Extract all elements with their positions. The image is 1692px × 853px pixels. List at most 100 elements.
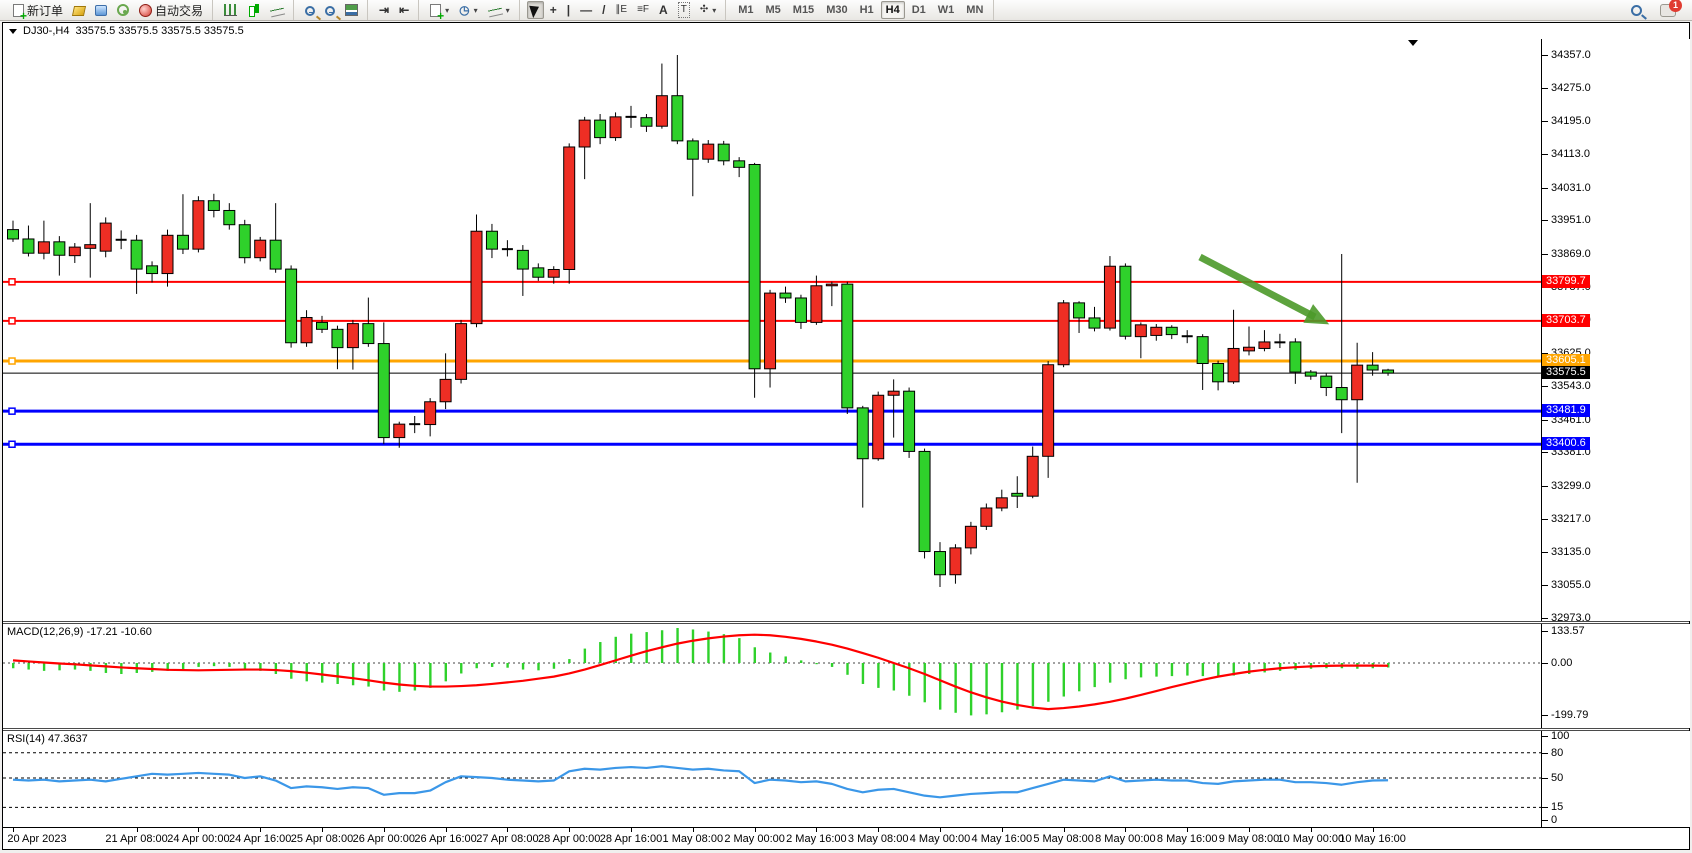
macd-pane[interactable] (3, 624, 1541, 728)
timeframe-button-m30[interactable]: M30 (826, 4, 848, 16)
macd-signal-line (12, 633, 1389, 711)
timeframe-button-h1[interactable]: H1 (859, 4, 874, 16)
macd-histogram-bar (537, 663, 540, 671)
macd-histogram-bar (1062, 663, 1065, 697)
timeframe-button-m15[interactable]: M15 (792, 4, 815, 16)
axis-tick-label: 34275.0 (1551, 82, 1591, 95)
bar-chart-button[interactable] (220, 1, 241, 19)
macd-histogram-bar (444, 663, 447, 682)
new-chart-dropdown[interactable]: ▾ (426, 1, 453, 21)
vertical-line-tool-button[interactable]: | (563, 1, 574, 19)
macd-histogram-bar (830, 663, 834, 667)
notifications-button[interactable]: 1 (1656, 0, 1682, 19)
macd-histogram-bar (1047, 663, 1050, 702)
timeframe-button-d1[interactable]: D1 (911, 4, 926, 16)
price-axis[interactable]: 34357.0 34275.0 34195.0 34113.0 34031.0 33951… (1541, 39, 1690, 624)
arrows-tool-dropdown[interactable]: ✣ ▾ (696, 1, 720, 19)
macd-histogram-bar (151, 663, 154, 672)
vertical-line-icon: | (566, 3, 571, 17)
candle (362, 323, 375, 345)
label-tool-button[interactable]: T (674, 1, 694, 19)
axis-tick (1542, 584, 1548, 586)
quotes-window-button[interactable] (69, 1, 89, 19)
indicators-dropdown[interactable]: ▾ (484, 1, 514, 19)
candle (1119, 265, 1132, 337)
candle (1304, 371, 1317, 377)
search-button[interactable] (1627, 1, 1646, 19)
time-axis-tick (198, 828, 200, 832)
pane-separator[interactable] (3, 621, 1689, 624)
chart-shift-button[interactable]: ⇤ (395, 1, 413, 19)
price-chart-pane[interactable] (3, 39, 1541, 621)
candle (532, 267, 545, 278)
line-chart-button[interactable] (266, 1, 288, 19)
axis-tick-label: 100 (1551, 730, 1570, 742)
text-tool-button[interactable]: A (655, 1, 672, 19)
zoom-out-button[interactable] (321, 1, 339, 19)
axis-tick-label: 0.00 (1551, 657, 1573, 669)
macd-histogram-bar (42, 663, 46, 671)
candle (547, 268, 560, 278)
axis-tick (1542, 88, 1548, 90)
candle (37, 241, 50, 254)
axis-tick (1542, 485, 1548, 487)
candle (964, 525, 977, 549)
pane-separator[interactable] (3, 728, 1689, 731)
candle (794, 297, 807, 323)
candle (393, 423, 406, 439)
macd-histogram-bar (784, 656, 787, 663)
candle (934, 551, 946, 576)
time-axis[interactable]: 20 Apr 2023 21 Apr 08:00 24 Apr 00:00 24 Ap… (3, 827, 1689, 849)
macd-histogram-bar (599, 642, 602, 663)
fibonacci-tool-button[interactable]: ≡F (633, 1, 653, 19)
navigator-button[interactable] (91, 1, 111, 19)
rsi-pane[interactable] (3, 731, 1541, 827)
horizontal-line-tool-button[interactable]: — (576, 1, 596, 19)
tile-windows-button[interactable] (341, 1, 362, 19)
crosshair-tool-button[interactable]: + (546, 1, 561, 19)
axis-tick-label: 34031.0 (1551, 181, 1591, 194)
autotrading-button[interactable]: 自动交易 (135, 1, 207, 19)
autotrading-label: 自动交易 (155, 3, 204, 18)
macd-histogram-bar (583, 648, 587, 663)
collapse-arrow-icon[interactable] (9, 28, 17, 34)
axis-tick (1542, 715, 1548, 717)
channel-tool-button[interactable]: ∥E (611, 1, 631, 19)
axis-tick-label: 33543.0 (1551, 380, 1591, 393)
time-axis-label: 26 Apr 00:00 (352, 833, 415, 845)
macd-histogram-bar (614, 636, 617, 663)
timeframe-button-m5[interactable]: M5 (765, 4, 781, 16)
candle (1320, 375, 1333, 389)
auto-scroll-button[interactable]: ⇥ (375, 1, 393, 19)
candle (1351, 364, 1364, 401)
indicators-icon (486, 2, 503, 18)
macd-histogram-bar (969, 663, 973, 716)
macd-histogram-bar (1387, 663, 1390, 668)
timeframe-button-m1[interactable]: M1 (738, 4, 754, 16)
chart-title-bar[interactable]: DJ30-,H4 33575.5 33575.5 33575.5 33575.5 (3, 23, 1689, 39)
zoom-in-button[interactable] (301, 1, 319, 19)
trendline-tool-button[interactable]: / (598, 1, 609, 19)
main-toolbar: 新订单 自动交易 ⇥ ⇤ ▾ ◷▾ ▾ (0, 0, 1692, 21)
macd-histogram-bar (1000, 663, 1004, 713)
candle (485, 230, 498, 250)
candlestick-icon (247, 4, 260, 17)
time-axis-label: 10 May 16:00 (1339, 833, 1406, 845)
timeframe-button-h4[interactable]: H4 (880, 1, 905, 19)
dropdown-arrow-icon: ▾ (445, 5, 450, 15)
signals-button[interactable] (113, 1, 133, 19)
timeframe-button-w1[interactable]: W1 (937, 4, 955, 16)
axis-tick-label: 33299.0 (1551, 479, 1591, 492)
candle (1134, 324, 1147, 338)
candle (841, 283, 854, 409)
period-dropdown[interactable]: ◷ ▾ (455, 1, 482, 19)
time-axis-label: 2 May 16:00 (786, 833, 847, 845)
candle (377, 343, 390, 439)
new-order-label: 新订单 (27, 3, 64, 18)
candle (594, 119, 607, 139)
cursor-tool-button[interactable] (526, 1, 544, 19)
new-order-button[interactable]: 新订单 (9, 1, 67, 21)
macd-histogram-bar (908, 663, 911, 696)
timeframe-button-mn[interactable]: MN (966, 4, 984, 16)
candlestick-chart-button[interactable] (243, 1, 264, 19)
